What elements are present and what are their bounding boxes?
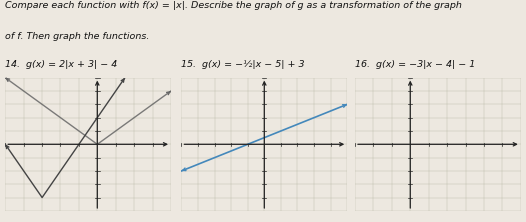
Text: 14.  g(x) = 2|x + 3| − 4: 14. g(x) = 2|x + 3| − 4 bbox=[5, 60, 117, 69]
Text: of f. Then graph the functions.: of f. Then graph the functions. bbox=[5, 32, 149, 41]
Text: Compare each function with f(x) = |x|. Describe the graph of g as a transformati: Compare each function with f(x) = |x|. D… bbox=[5, 1, 462, 10]
Text: 15.  g(x) = −½|x − 5| + 3: 15. g(x) = −½|x − 5| + 3 bbox=[181, 60, 305, 69]
Text: 16.  g(x) = −3|x − 4| − 1: 16. g(x) = −3|x − 4| − 1 bbox=[355, 60, 476, 69]
